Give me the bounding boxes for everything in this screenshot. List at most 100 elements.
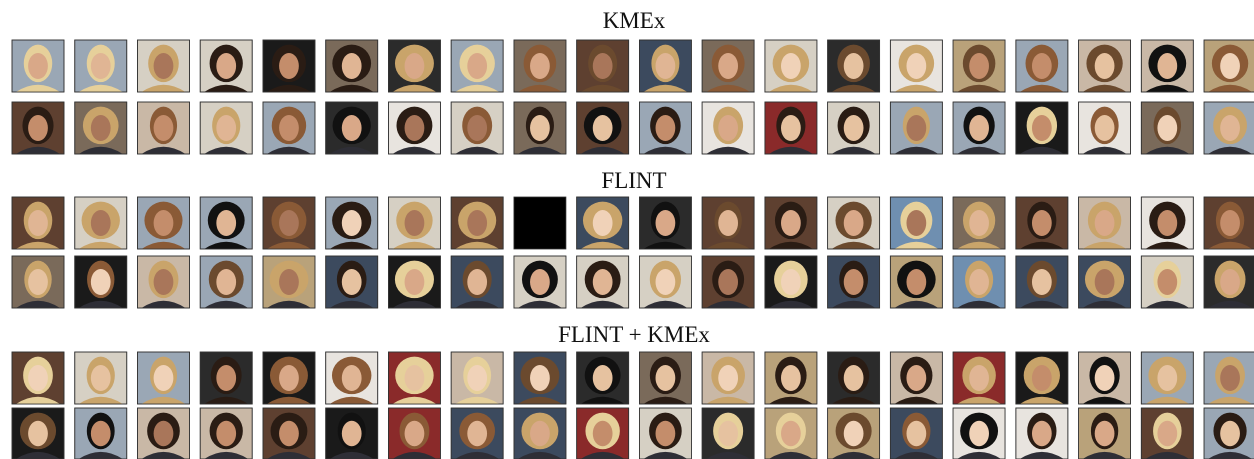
face bbox=[843, 365, 864, 391]
shoulders bbox=[706, 451, 751, 459]
image-tile bbox=[325, 39, 379, 93]
shoulders bbox=[1145, 451, 1190, 459]
image-tile bbox=[1015, 196, 1069, 250]
shoulders bbox=[831, 146, 876, 154]
face bbox=[341, 53, 362, 79]
tile-border bbox=[1140, 255, 1194, 309]
shoulders bbox=[78, 396, 123, 404]
tile-border bbox=[450, 196, 504, 250]
image-tile bbox=[576, 255, 630, 309]
face bbox=[655, 420, 676, 447]
shoulders bbox=[1208, 396, 1253, 404]
shoulders bbox=[957, 396, 1002, 404]
tile-border bbox=[889, 196, 943, 250]
shoulders bbox=[580, 146, 625, 154]
face bbox=[718, 420, 739, 447]
tile-border bbox=[827, 407, 881, 459]
image-tile bbox=[1015, 255, 1069, 309]
face bbox=[1094, 115, 1115, 141]
face bbox=[530, 365, 550, 391]
tile-border bbox=[889, 407, 943, 459]
shoulders bbox=[141, 241, 186, 249]
face bbox=[153, 269, 174, 295]
image-tile bbox=[74, 196, 128, 250]
image-tile bbox=[827, 101, 881, 155]
tile-border bbox=[827, 101, 881, 155]
image-tile bbox=[137, 255, 190, 309]
image-tile bbox=[952, 407, 1006, 459]
tile-border bbox=[764, 407, 818, 459]
shoulders bbox=[1019, 146, 1064, 154]
face bbox=[843, 53, 864, 79]
tile-border bbox=[388, 407, 441, 459]
face bbox=[341, 420, 362, 447]
image-tile bbox=[1203, 196, 1254, 250]
tile-border bbox=[388, 101, 441, 155]
image-tile bbox=[450, 101, 504, 155]
tile-border bbox=[1140, 351, 1194, 405]
tile-border bbox=[513, 39, 567, 93]
image-tile bbox=[827, 196, 881, 250]
image-tile bbox=[952, 39, 1006, 93]
shoulders bbox=[831, 396, 876, 404]
shoulders bbox=[141, 84, 186, 92]
shoulders bbox=[517, 146, 562, 154]
image-tile bbox=[576, 39, 630, 93]
tile-border bbox=[639, 101, 692, 155]
image-tile bbox=[199, 39, 253, 93]
tile-border bbox=[199, 407, 253, 459]
image-tile bbox=[513, 407, 567, 459]
shoulders bbox=[204, 300, 249, 308]
shoulders bbox=[266, 300, 311, 308]
shoulders bbox=[204, 241, 249, 249]
shoulders bbox=[643, 241, 688, 249]
tile-border bbox=[262, 407, 316, 459]
tile-border bbox=[262, 101, 316, 155]
shoulders bbox=[768, 84, 813, 92]
shoulders bbox=[706, 300, 751, 308]
face bbox=[906, 210, 927, 236]
shoulders bbox=[517, 84, 562, 92]
shoulders bbox=[455, 451, 500, 459]
face bbox=[655, 53, 676, 79]
face bbox=[843, 420, 864, 447]
tile-border bbox=[1203, 407, 1254, 459]
tile-border bbox=[513, 351, 567, 405]
image-tile bbox=[388, 407, 441, 459]
shoulders bbox=[16, 396, 60, 404]
image-tile bbox=[388, 196, 441, 250]
face bbox=[781, 269, 801, 295]
shoulders bbox=[1208, 146, 1253, 154]
shoulders bbox=[706, 396, 751, 404]
face bbox=[404, 53, 425, 79]
face bbox=[216, 53, 237, 79]
tile-border bbox=[576, 196, 630, 250]
tile-border bbox=[639, 351, 692, 405]
face bbox=[341, 365, 362, 391]
image-tile bbox=[74, 101, 128, 155]
image-tile bbox=[137, 101, 190, 155]
tile-border bbox=[450, 39, 504, 93]
face bbox=[843, 210, 864, 236]
face bbox=[153, 53, 174, 79]
image-tile bbox=[764, 196, 818, 250]
shoulders bbox=[580, 396, 625, 404]
image-tile bbox=[952, 101, 1006, 155]
image-tile bbox=[1203, 407, 1254, 459]
tile-border bbox=[74, 351, 128, 405]
face bbox=[1157, 420, 1178, 447]
tile-border bbox=[1140, 101, 1194, 155]
tile-border bbox=[639, 196, 692, 250]
tile-border bbox=[576, 39, 630, 93]
tile-border bbox=[639, 39, 692, 93]
shoulders bbox=[455, 84, 500, 92]
shoulders bbox=[329, 241, 374, 249]
image-tile bbox=[1140, 39, 1194, 93]
face bbox=[781, 365, 801, 391]
tile-border bbox=[513, 407, 567, 459]
tile-border bbox=[137, 351, 190, 405]
tile-border bbox=[1078, 39, 1131, 93]
face bbox=[969, 365, 989, 391]
face bbox=[969, 420, 989, 447]
shoulders bbox=[1019, 300, 1064, 308]
